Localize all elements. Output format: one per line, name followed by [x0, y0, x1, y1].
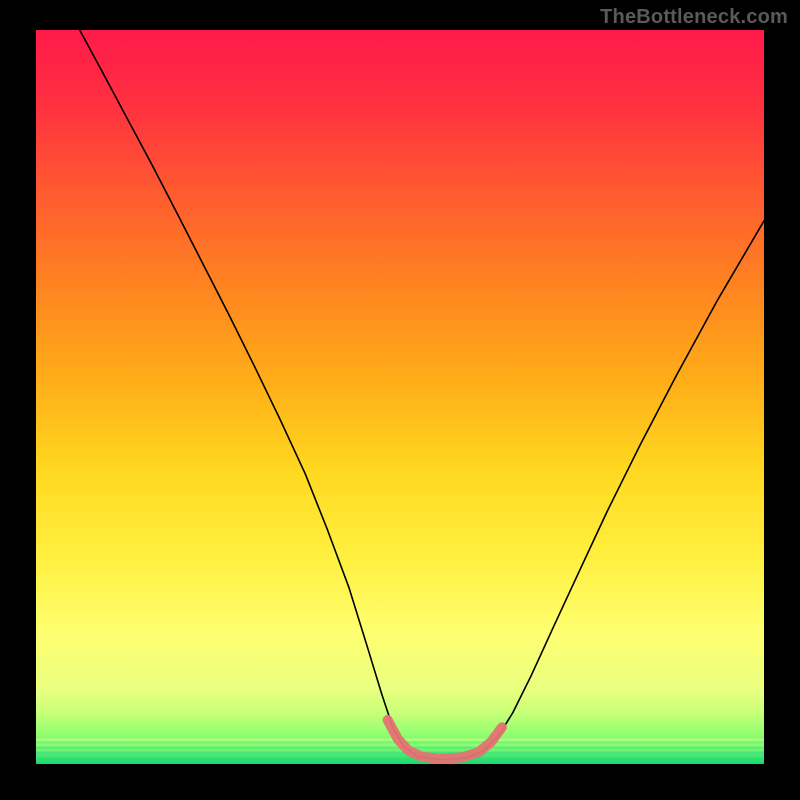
- bottleneck-chart: TheBottleneck.com: [0, 0, 800, 800]
- chart-svg: [0, 0, 800, 800]
- watermark-text: TheBottleneck.com: [600, 6, 788, 29]
